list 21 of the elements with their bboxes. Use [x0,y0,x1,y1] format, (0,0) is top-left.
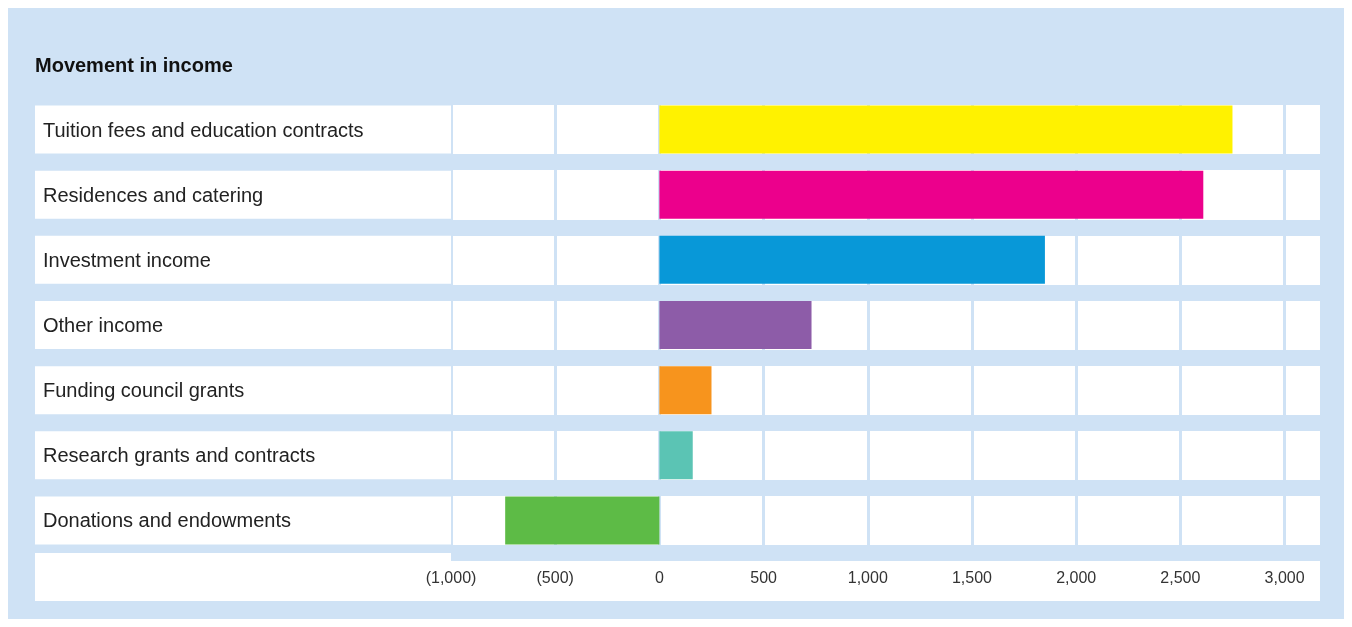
bar [659,301,812,349]
x-tick-label: 1,000 [847,568,888,586]
x-tick-label: 2,000 [1056,568,1097,586]
x-tick-label: 1,500 [951,568,993,586]
y-tick-label: Research grants and contracts [43,444,316,467]
x-tick-label: 3,000 [1264,568,1305,586]
x-tick-label: (500) [536,568,574,586]
bar [659,431,693,480]
y-tick-label: Donations and endowments [43,509,291,532]
x-tick-label: 500 [750,568,778,586]
y-tick-label: Investment income [43,248,211,271]
y-tick-label: Residences and catering [43,183,264,206]
x-tick-label: 0 [654,568,664,586]
y-tick-label: Tuition fees and education contracts [43,118,364,141]
y-tick-label: Funding council grants [43,379,245,402]
x-tick-label: (1,000) [425,568,477,586]
x-tick-label: 2,500 [1160,568,1201,586]
y-tick-label: Other income [43,314,164,336]
bar [505,496,660,545]
text: Movement in income [35,54,233,76]
bar [659,366,712,415]
